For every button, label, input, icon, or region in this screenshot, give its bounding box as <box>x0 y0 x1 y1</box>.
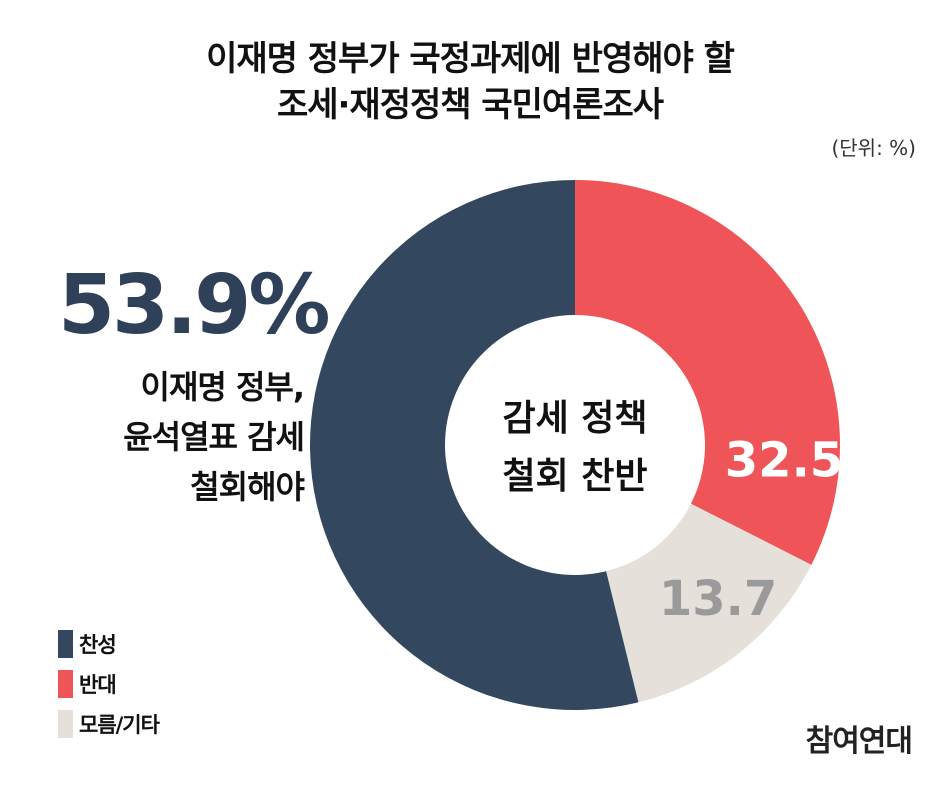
slice-value-label: 32.5 <box>725 432 843 488</box>
legend-swatch <box>58 670 73 698</box>
chart-title-line2: 조세·재정정책 국민여론조사 <box>276 85 664 125</box>
brand-logo: 참여연대 <box>805 724 913 759</box>
legend-item: 찬성 <box>58 624 159 664</box>
legend-label: 모름/기타 <box>79 713 160 737</box>
highlight-caption-line3: 철회해야 <box>190 468 305 506</box>
highlight-caption-line2: 윤석열표 감세 <box>123 418 305 456</box>
highlight-value: 53.9% <box>58 258 330 353</box>
chart-title: 이재명 정부가 국정과제에 반영해야 할 조세·재정정책 국민여론조사 <box>0 36 940 128</box>
legend-item: 반대 <box>58 664 159 704</box>
legend-swatch <box>58 710 73 738</box>
chart-title-line1: 이재명 정부가 국정과제에 반영해야 할 <box>206 39 735 79</box>
donut-slice-찬성 <box>310 180 639 710</box>
center-label-line2: 철회 찬반 <box>502 456 647 497</box>
legend-label: 찬성 <box>79 633 117 657</box>
legend-swatch <box>58 630 73 658</box>
donut-slice-모름/기타 <box>606 503 812 703</box>
legend-item: 모름/기타 <box>58 704 160 744</box>
slice-value-label: 13.7 <box>659 571 777 627</box>
highlight-caption: 이재명 정부, 윤석열표 감세 철회해야 <box>123 362 305 512</box>
center-label-line1: 감세 정책 <box>502 398 647 439</box>
donut-slice-반대 <box>575 180 840 565</box>
unit-label: (단위: %) <box>831 136 916 160</box>
legend-label: 반대 <box>79 673 117 697</box>
legend: 찬성 반대 모름/기타 <box>58 624 160 744</box>
highlight-caption-line1: 이재명 정부, <box>140 368 305 406</box>
